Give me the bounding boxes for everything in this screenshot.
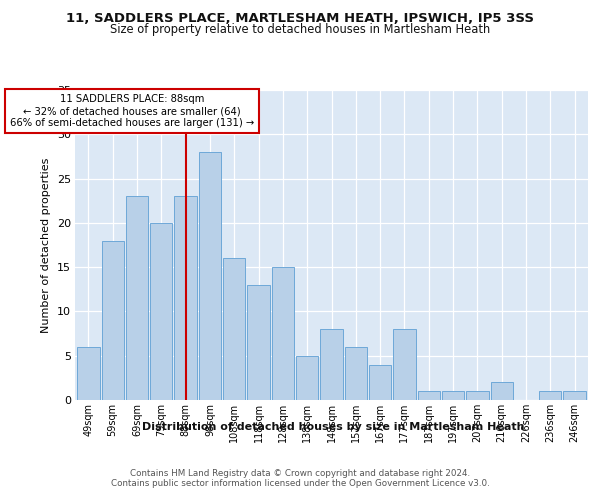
- Bar: [369, 364, 391, 400]
- Y-axis label: Number of detached properties: Number of detached properties: [41, 158, 51, 332]
- Bar: [320, 329, 343, 400]
- Text: Distribution of detached houses by size in Martlesham Heath: Distribution of detached houses by size …: [142, 422, 524, 432]
- Bar: [77, 347, 100, 400]
- Bar: [418, 391, 440, 400]
- Bar: [223, 258, 245, 400]
- Bar: [126, 196, 148, 400]
- Bar: [101, 240, 124, 400]
- Bar: [175, 196, 197, 400]
- Text: Size of property relative to detached houses in Martlesham Heath: Size of property relative to detached ho…: [110, 24, 490, 36]
- Bar: [491, 382, 513, 400]
- Bar: [272, 267, 294, 400]
- Bar: [344, 347, 367, 400]
- Bar: [393, 329, 416, 400]
- Bar: [247, 285, 270, 400]
- Bar: [563, 391, 586, 400]
- Bar: [442, 391, 464, 400]
- Text: 11 SADDLERS PLACE: 88sqm
← 32% of detached houses are smaller (64)
66% of semi-d: 11 SADDLERS PLACE: 88sqm ← 32% of detach…: [10, 94, 254, 128]
- Text: Contains HM Land Registry data © Crown copyright and database right 2024.: Contains HM Land Registry data © Crown c…: [130, 469, 470, 478]
- Bar: [199, 152, 221, 400]
- Bar: [150, 223, 172, 400]
- Text: 11, SADDLERS PLACE, MARTLESHAM HEATH, IPSWICH, IP5 3SS: 11, SADDLERS PLACE, MARTLESHAM HEATH, IP…: [66, 12, 534, 26]
- Bar: [296, 356, 319, 400]
- Bar: [466, 391, 488, 400]
- Bar: [539, 391, 562, 400]
- Text: Contains public sector information licensed under the Open Government Licence v3: Contains public sector information licen…: [110, 479, 490, 488]
